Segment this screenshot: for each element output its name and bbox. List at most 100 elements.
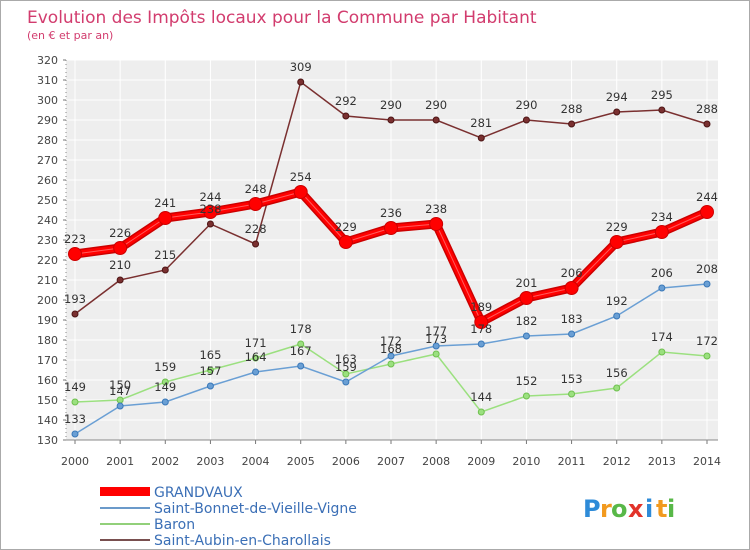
y-tick-label: 290 — [37, 114, 58, 127]
data-point — [700, 205, 714, 219]
data-point — [658, 284, 666, 292]
x-tick-label: 2008 — [422, 455, 450, 468]
data-label: 144 — [470, 390, 492, 404]
data-label: 156 — [606, 366, 628, 380]
legend-label: Baron — [154, 517, 195, 533]
y-tick-label: 130 — [37, 434, 58, 447]
data-label: 206 — [651, 266, 673, 280]
data-point — [609, 235, 624, 249]
data-label: 157 — [199, 364, 221, 378]
data-label: 133 — [64, 412, 86, 426]
logo-letter: x — [628, 495, 644, 523]
data-point — [161, 266, 169, 274]
data-point — [568, 120, 576, 128]
logo-letter: o — [611, 495, 628, 523]
data-point — [432, 116, 440, 124]
y-tick-label: 310 — [37, 74, 58, 87]
data-point — [474, 315, 489, 329]
data-label: 171 — [245, 336, 267, 350]
x-tick-label: 2002 — [151, 455, 179, 468]
data-label: 290 — [380, 98, 402, 112]
data-label: 174 — [651, 330, 673, 344]
data-label: 238 — [425, 202, 447, 216]
y-tick-label: 210 — [37, 274, 58, 287]
data-point — [252, 354, 260, 362]
data-point — [522, 392, 530, 400]
data-point — [384, 221, 398, 235]
data-point — [522, 116, 530, 124]
data-point — [338, 235, 353, 249]
data-label: 182 — [515, 314, 537, 328]
data-label: 241 — [154, 196, 176, 210]
y-tick-label: 320 — [37, 54, 58, 67]
data-label: 238 — [199, 202, 221, 216]
data-label: 210 — [109, 258, 131, 272]
chart-title: Evolution des Impôts locaux pour la Comm… — [27, 8, 537, 28]
data-point — [564, 281, 579, 295]
series-saint-aubin-en-charollais — [71, 78, 711, 318]
data-label: 152 — [515, 374, 537, 388]
data-label: 193 — [64, 292, 86, 306]
data-label: 236 — [380, 206, 402, 220]
data-label: 288 — [561, 102, 583, 116]
data-label: 178 — [470, 322, 492, 336]
data-point — [477, 134, 485, 142]
data-label: 167 — [290, 344, 312, 358]
series-baron — [71, 340, 711, 416]
data-point — [116, 402, 124, 410]
legend-swatch — [100, 487, 150, 496]
logo-letter: i — [667, 495, 675, 523]
data-point — [703, 120, 711, 128]
data-label: 189 — [470, 300, 492, 314]
logo-letter: P — [583, 495, 601, 523]
data-label: 294 — [606, 90, 628, 104]
data-label: 147 — [109, 384, 131, 398]
data-label: 229 — [335, 220, 357, 234]
data-label: 229 — [606, 220, 628, 234]
data-point — [519, 291, 534, 305]
data-point — [206, 366, 214, 374]
data-point — [161, 378, 169, 386]
series-saint-bonnet-de-vieille-vigne — [71, 280, 711, 438]
data-point — [116, 276, 124, 284]
data-label: 206 — [561, 266, 583, 280]
y-tick-label: 150 — [37, 394, 58, 407]
data-point — [703, 352, 711, 360]
data-label: 309 — [290, 60, 312, 74]
data-point — [68, 247, 82, 261]
y-tick-label: 270 — [37, 154, 58, 167]
x-tick-label: 2009 — [467, 455, 495, 468]
data-label: 159 — [154, 360, 176, 374]
x-tick-label: 2003 — [196, 455, 224, 468]
data-point — [654, 225, 669, 239]
data-label: 159 — [335, 360, 357, 374]
data-label: 172 — [380, 334, 402, 348]
chart-subtitle: (en € et par an) — [27, 29, 113, 42]
data-point — [206, 382, 214, 390]
data-label: 248 — [245, 182, 267, 196]
data-point — [113, 241, 128, 255]
data-point — [658, 348, 666, 356]
y-tick-label: 250 — [37, 194, 58, 207]
y-tick-label: 230 — [37, 234, 58, 247]
x-tick-label: 2007 — [377, 455, 405, 468]
y-tick-label: 180 — [37, 334, 58, 347]
data-point — [161, 398, 169, 406]
x-tick-label: 2010 — [512, 455, 540, 468]
data-label: 223 — [64, 232, 86, 246]
data-label: 254 — [290, 170, 312, 184]
data-point — [206, 220, 214, 228]
y-tick-label: 190 — [37, 314, 58, 327]
logo-letter: t — [656, 495, 667, 523]
x-tick-label: 2012 — [603, 455, 631, 468]
y-tick-label: 280 — [37, 134, 58, 147]
data-point — [203, 205, 218, 219]
plot-area: 130 140 150 160 170 180 190 200 210 220 230 240 250 2… — [37, 54, 721, 468]
data-label: 292 — [335, 94, 357, 108]
data-point — [297, 78, 305, 86]
data-label: 172 — [696, 334, 718, 348]
data-label: 226 — [109, 226, 131, 240]
x-tick-label: 2013 — [648, 455, 676, 468]
data-point — [568, 330, 576, 338]
data-point — [477, 408, 485, 416]
